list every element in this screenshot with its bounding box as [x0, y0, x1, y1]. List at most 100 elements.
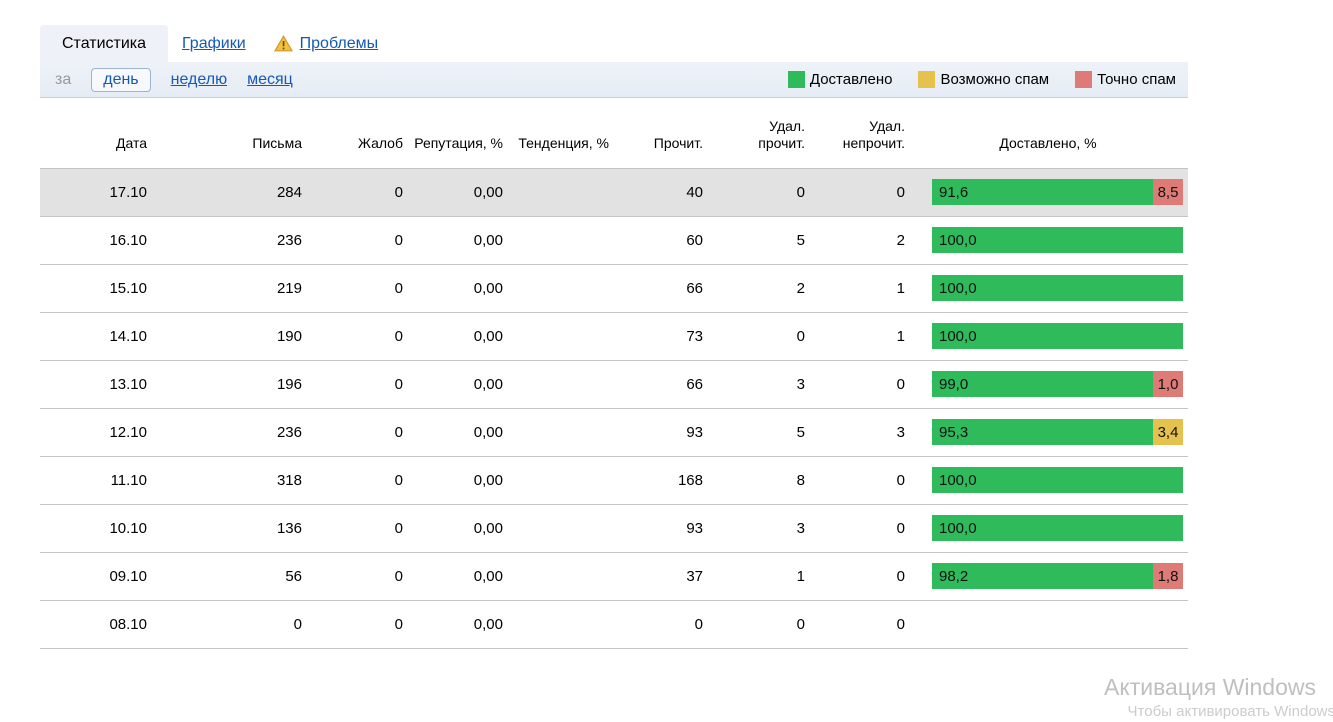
cell-reputation: 0,00: [406, 455, 506, 504]
delivered-segment: 98,2: [932, 563, 1153, 589]
cell-complaints: 0: [305, 215, 406, 264]
delivered-bar: 95,3 3,4: [932, 419, 1183, 445]
cell-deleted_read: 1: [706, 551, 808, 600]
cell-deleted_unread: 0: [808, 455, 908, 504]
cell-deleted_read: 0: [706, 311, 808, 360]
table-row[interactable]: 11.10 318 0 0,00 168 8 0 100,0: [40, 455, 1188, 504]
cell-letters: 56: [150, 551, 305, 600]
cell-delivered-bar: 100,0: [908, 503, 1188, 552]
tab-bar: Статистика Графики Проблемы: [40, 25, 1188, 62]
cell-date: 11.10: [40, 455, 150, 504]
cell-deleted_read: 8: [706, 455, 808, 504]
period-option-week[interactable]: неделю: [170, 70, 228, 88]
cell-complaints: 0: [305, 503, 406, 552]
cell-complaints: 0: [305, 167, 406, 216]
exact-spam-segment: 1,0: [1153, 371, 1183, 397]
cell-complaints: 0: [305, 407, 406, 456]
table-row[interactable]: 16.10 236 0 0,00 60 5 2 100,0: [40, 215, 1188, 264]
windows-activation-watermark: Активация Windows Чтобы активировать Win…: [1104, 674, 1333, 720]
table-row[interactable]: 12.10 236 0 0,00 93 5 3 95,3 3,4: [40, 407, 1188, 456]
legend-item-maybe-spam: Возможно спам: [918, 71, 1049, 88]
delivered-bar: 100,0: [932, 515, 1183, 541]
cell-trend: [506, 599, 612, 649]
column-header: Удал. непрочит.: [842, 117, 905, 152]
delivered-bar: 91,6 8,5: [932, 179, 1183, 205]
cell-date: 14.10: [40, 311, 150, 360]
period-option-day[interactable]: день: [91, 67, 151, 92]
exact-spam-segment: 8,5: [1153, 179, 1183, 205]
delivered-segment: 91,6: [932, 179, 1153, 205]
cell-complaints: 0: [305, 455, 406, 504]
delivered-segment: 99,0: [932, 371, 1153, 397]
cell-delivered-bar: 98,2 1,8: [908, 551, 1188, 600]
cell-complaints: 0: [305, 359, 406, 408]
table-row[interactable]: 15.10 219 0 0,00 66 2 1 100,0: [40, 263, 1188, 312]
maybe-spam-swatch: [918, 71, 936, 88]
cell-reputation: 0,00: [406, 311, 506, 360]
cell-letters: 236: [150, 407, 305, 456]
cell-delivered-bar: 99,0 1,0: [908, 359, 1188, 408]
cell-reputation: 0,00: [406, 503, 506, 552]
warning-icon: [273, 35, 293, 52]
delivered-bar: 99,0 1,0: [932, 371, 1183, 397]
cell-deleted_unread: 0: [808, 167, 908, 216]
content: Статистика Графики Проблемы за: [40, 25, 1188, 649]
table-row[interactable]: 10.10 136 0 0,00 93 3 0 100,0: [40, 503, 1188, 552]
cell-deleted_read: 3: [706, 503, 808, 552]
cell-deleted_unread: 0: [808, 599, 908, 649]
table-row[interactable]: 17.10 284 0 0,00 40 0 0 91,6 8,5: [40, 167, 1188, 216]
cell-deleted_read: 2: [706, 263, 808, 312]
cell-reputation: 0,00: [406, 167, 506, 216]
cell-deleted_unread: 1: [808, 311, 908, 360]
cell-trend: [506, 503, 612, 552]
column-header: Прочит.: [653, 135, 703, 151]
cell-letters: 219: [150, 263, 305, 312]
tab-problems-label: Проблемы: [299, 34, 379, 52]
cell-date: 16.10: [40, 215, 150, 264]
cell-letters: 284: [150, 167, 305, 216]
cell-trend: [506, 215, 612, 264]
table-row[interactable]: 13.10 196 0 0,00 66 3 0 99,0 1,0: [40, 359, 1188, 408]
delivered-segment: 95,3: [932, 419, 1153, 445]
cell-read: 93: [612, 407, 706, 456]
table-row[interactable]: 09.10 56 0 0,00 37 1 0 98,2 1,8: [40, 551, 1188, 600]
cell-read: 60: [612, 215, 706, 264]
cell-deleted_unread: 0: [808, 551, 908, 600]
table-row[interactable]: 08.10 0 0 0,00 0 0 0: [40, 599, 1188, 649]
watermark-subtitle: Чтобы активировать Windows: [1127, 703, 1333, 720]
cell-read: 168: [612, 455, 706, 504]
delivered-bar: 98,2 1,8: [932, 563, 1183, 589]
cell-trend: [506, 551, 612, 600]
cell-reputation: 0,00: [406, 551, 506, 600]
cell-trend: [506, 167, 612, 216]
cell-delivered-bar: 100,0: [908, 215, 1188, 264]
cell-trend: [506, 407, 612, 456]
tab-charts-label: Графики: [182, 34, 246, 52]
column-header: Тенденция, %: [518, 135, 609, 151]
cell-letters: 190: [150, 311, 305, 360]
cell-reputation: 0,00: [406, 263, 506, 312]
tab-charts[interactable]: Графики: [168, 25, 260, 62]
period-option-month[interactable]: месяц: [247, 70, 293, 88]
cell-letters: 0: [150, 599, 305, 649]
tab-statistics[interactable]: Статистика: [40, 25, 169, 62]
delivered-bar: 100,0: [932, 323, 1183, 349]
delivered-bar: 100,0: [932, 275, 1183, 301]
cell-complaints: 0: [305, 263, 406, 312]
cell-letters: 196: [150, 359, 305, 408]
tab-problems[interactable]: Проблемы: [260, 25, 392, 62]
cell-date: 13.10: [40, 359, 150, 408]
cell-letters: 318: [150, 455, 305, 504]
period-prefix-label: за: [55, 70, 72, 88]
delivered-segment: 100,0: [932, 467, 1183, 493]
cell-delivered-bar: 91,6 8,5: [908, 167, 1188, 216]
table-header-row: Дата Письма Жалоб Репутация, % Тенденция, % П…: [40, 98, 1188, 168]
legend-item-delivered: Доставлено: [787, 71, 892, 88]
legend-exact-spam-label: Точно спам: [1097, 71, 1176, 88]
filter-strip: за день неделю месяц Доставлено Возможно…: [40, 62, 1188, 98]
table-row[interactable]: 14.10 190 0 0,00 73 0 1 100,0: [40, 311, 1188, 360]
exact-spam-segment: 1,8: [1153, 563, 1183, 589]
cell-date: 10.10: [40, 503, 150, 552]
column-header: Удал. прочит.: [758, 117, 805, 152]
